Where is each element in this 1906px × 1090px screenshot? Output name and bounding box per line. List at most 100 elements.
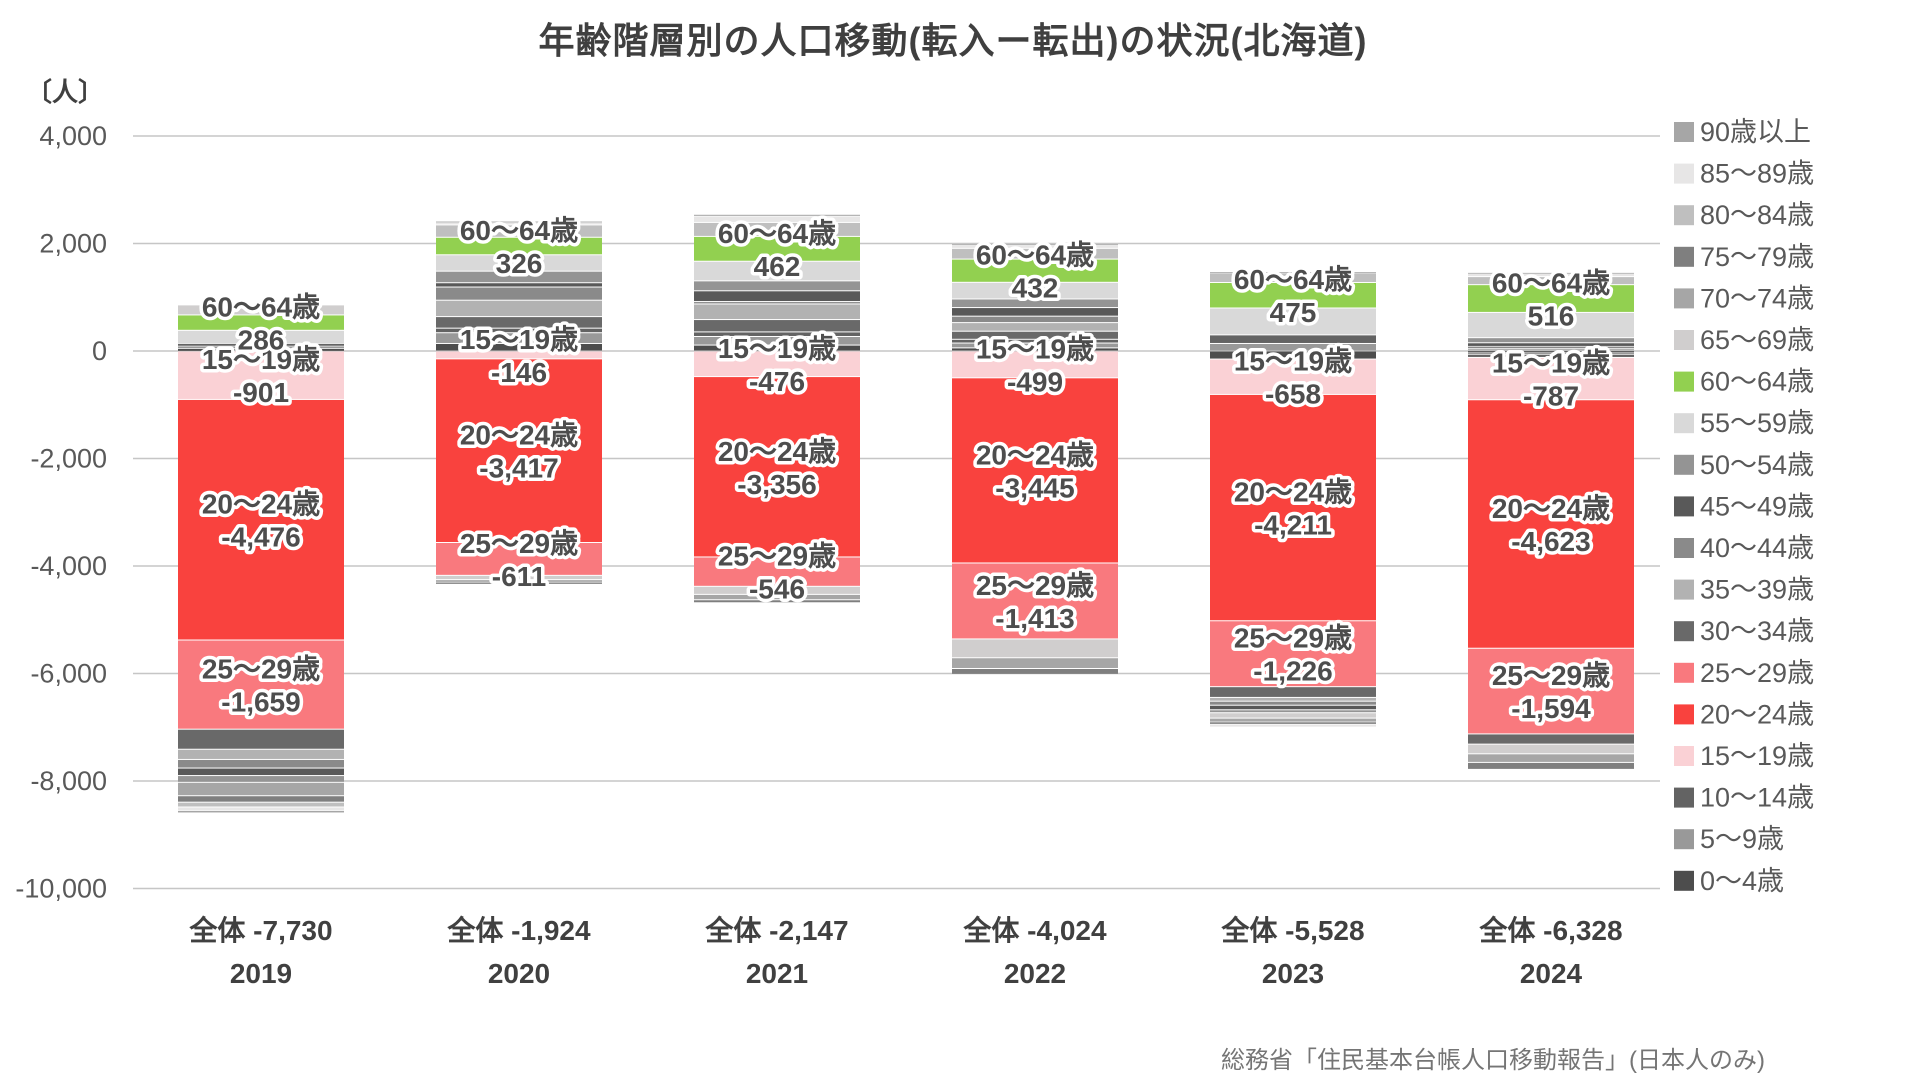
- bar-segment: [178, 315, 344, 330]
- segment-label-name: 15〜19歳: [718, 333, 836, 364]
- bar-segment: [694, 261, 860, 281]
- segment-label-value: 286: [238, 325, 285, 356]
- segment-label-value: 516: [1528, 301, 1575, 332]
- bar-segment: [1468, 754, 1634, 762]
- bar-segment: [1468, 272, 1634, 274]
- bar-segment: [178, 807, 344, 811]
- bar-segment: [694, 600, 860, 603]
- segment-label-name: 20〜24歳: [460, 420, 578, 451]
- bar-segment: [1210, 351, 1376, 359]
- bar-segment: [436, 317, 602, 328]
- bar-segment: [694, 236, 860, 261]
- legend-label: 30〜34歳: [1700, 616, 1814, 646]
- y-tick-label: 2,000: [39, 229, 107, 259]
- bar-segment: [1210, 701, 1376, 705]
- legend-swatch: [1674, 870, 1694, 891]
- bar-segment: [1210, 343, 1376, 351]
- bar-segment: [436, 222, 602, 225]
- segment-label-name: 15〜19歳: [1492, 348, 1610, 379]
- bar-segment: [178, 351, 344, 399]
- legend-swatch: [1674, 704, 1694, 725]
- bar-segment: [1210, 335, 1376, 343]
- x-label-total: 全体 -5,528: [1220, 914, 1364, 946]
- segment-label-value: -901: [233, 377, 289, 408]
- y-axis-unit-label: 〔人〕: [26, 77, 105, 107]
- bar-segment: [1468, 357, 1634, 400]
- y-tick-label: -6,000: [30, 659, 107, 689]
- bar-segment: [436, 351, 602, 359]
- bar-segment: [1210, 272, 1376, 273]
- segment-label-value: 475: [1270, 297, 1317, 328]
- bar-segment: [436, 237, 602, 255]
- bar-segment: [436, 543, 602, 575]
- bar-segment: [436, 582, 602, 584]
- bar-segment: [694, 320, 860, 332]
- bar-segment: [1468, 354, 1634, 357]
- segment-label-value: -787: [1523, 381, 1579, 412]
- bar-segment: [694, 332, 860, 336]
- bar-segment: [178, 346, 344, 349]
- bar-segment: [952, 248, 1118, 259]
- segment-label-name: 60〜64歳: [976, 240, 1094, 271]
- chart-title: 年齢階層別の人口移動(転入ー転出)の状況(北海道): [538, 20, 1368, 61]
- x-label-year: 2022: [1004, 958, 1066, 989]
- segment-label-value: -1,226: [1253, 656, 1332, 687]
- bar-segment: [178, 796, 344, 802]
- legend-label: 40〜44歳: [1700, 533, 1814, 563]
- segment-label-value: -4,476: [221, 522, 300, 553]
- bar-segment: [1468, 648, 1634, 734]
- legend-label: 90歳以上: [1700, 117, 1811, 147]
- segment-label-value: -1,413: [995, 603, 1074, 634]
- x-label-year: 2020: [488, 958, 550, 989]
- legend-label: 65〜69歳: [1700, 325, 1814, 355]
- segment-label-name: 20〜24歳: [1234, 477, 1352, 508]
- segment-label-value: -1,659: [221, 687, 300, 718]
- bar-segment: [694, 214, 860, 216]
- segment-label-value: -658: [1265, 379, 1321, 410]
- legend-label: 60〜64歳: [1700, 367, 1814, 397]
- segment-label-value: 326: [496, 248, 543, 279]
- legend-label: 15〜19歳: [1700, 741, 1814, 771]
- bar-segment: [694, 281, 860, 291]
- x-label-year: 2024: [1520, 958, 1583, 989]
- bar-segment: [952, 282, 1118, 299]
- legend-label: 0〜4歳: [1700, 866, 1784, 896]
- segment-label-name: 15〜19歳: [1234, 346, 1352, 377]
- legend-swatch: [1674, 538, 1694, 558]
- y-tick-label: 4,000: [39, 121, 107, 151]
- x-label-year: 2023: [1262, 958, 1324, 989]
- bar-segment: [694, 304, 860, 320]
- segment-label-value: -3,445: [995, 472, 1074, 503]
- bar-segment: [1210, 722, 1376, 724]
- bar-segment: [952, 245, 1118, 248]
- segment-label-name: 20〜24歳: [976, 439, 1094, 470]
- bar-segment: [436, 225, 602, 237]
- bar-segment: [952, 348, 1118, 351]
- legend-swatch: [1674, 413, 1694, 434]
- legend-label: 50〜54歳: [1700, 450, 1814, 480]
- legend-label: 25〜29歳: [1700, 658, 1814, 688]
- segment-label-value: -4,211: [1254, 510, 1332, 541]
- legend-label: 55〜59歳: [1700, 408, 1814, 438]
- legend-swatch: [1674, 205, 1694, 226]
- segment-label-name: 60〜64歳: [1492, 268, 1610, 299]
- x-label-total: 全体 -6,328: [1478, 914, 1622, 946]
- bar-segment: [1468, 312, 1634, 338]
- bar-segment: [1210, 359, 1376, 394]
- bar-segment: [1210, 713, 1376, 718]
- legend-swatch: [1674, 330, 1694, 350]
- bar-segment: [952, 639, 1118, 658]
- segment-label-name: 15〜19歳: [202, 344, 320, 375]
- bar-segment: [952, 259, 1118, 282]
- legend-label: 20〜24歳: [1700, 699, 1814, 729]
- bar-segment: [178, 399, 344, 640]
- bar-segment: [694, 291, 860, 302]
- bar-segment: [694, 351, 860, 377]
- bar-segment: [952, 244, 1118, 245]
- bar-segment: [694, 557, 860, 586]
- segment-label-value: -546: [749, 574, 805, 605]
- segment-label-name: 60〜64歳: [460, 215, 578, 246]
- segment-label-name: 25〜29歳: [202, 654, 320, 685]
- bar-segment: [694, 345, 860, 351]
